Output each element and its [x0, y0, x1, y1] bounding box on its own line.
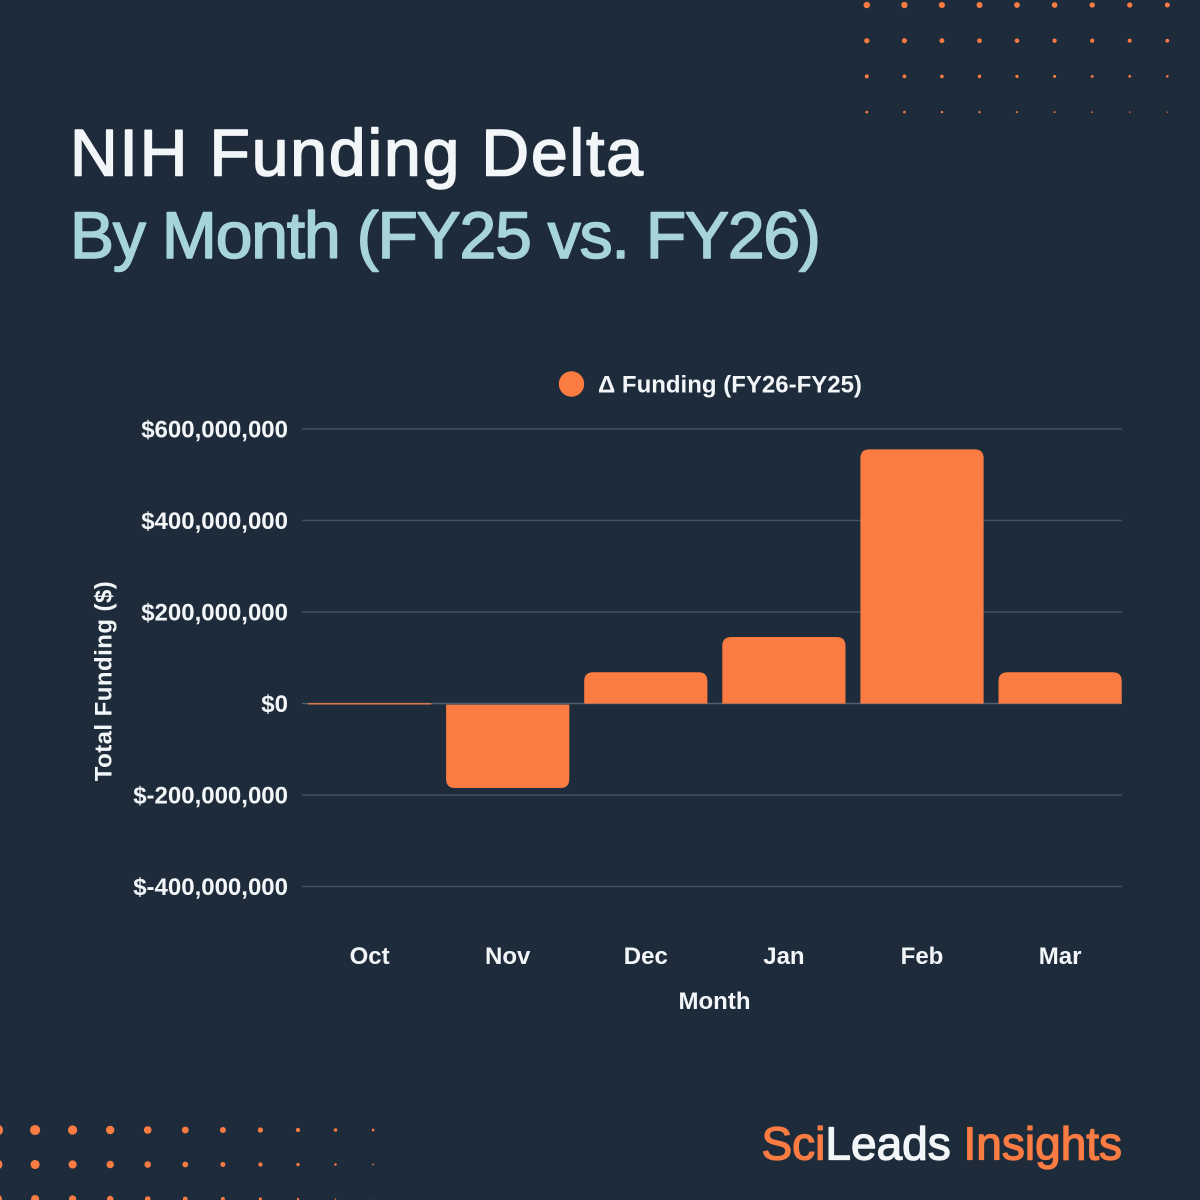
svg-text:Δ Funding (FY26-FY25): Δ Funding (FY26-FY25): [598, 372, 862, 399]
svg-text:Oct: Oct: [350, 943, 390, 970]
svg-text:By Month (FY25 vs. FY26): By Month (FY25 vs. FY26): [70, 198, 820, 272]
svg-text:$0: $0: [261, 691, 288, 718]
svg-text:Dec: Dec: [624, 943, 668, 970]
svg-text:$-400,000,000: $-400,000,000: [133, 874, 288, 901]
svg-text:$200,000,000: $200,000,000: [141, 600, 288, 627]
svg-text:Nov: Nov: [485, 943, 531, 970]
svg-text:Mar: Mar: [1039, 943, 1082, 970]
svg-text:Total Funding ($): Total Funding ($): [91, 581, 118, 782]
svg-text:NIH Funding Delta: NIH Funding Delta: [70, 116, 645, 190]
svg-text:$600,000,000: $600,000,000: [141, 417, 288, 444]
svg-text:Jan: Jan: [763, 943, 804, 970]
svg-text:SciLeads Insights: SciLeads Insights: [762, 1118, 1123, 1170]
svg-text:$400,000,000: $400,000,000: [141, 508, 288, 535]
svg-text:Feb: Feb: [901, 943, 944, 970]
svg-text:$-200,000,000: $-200,000,000: [133, 783, 288, 810]
svg-text:Month: Month: [679, 988, 751, 1015]
